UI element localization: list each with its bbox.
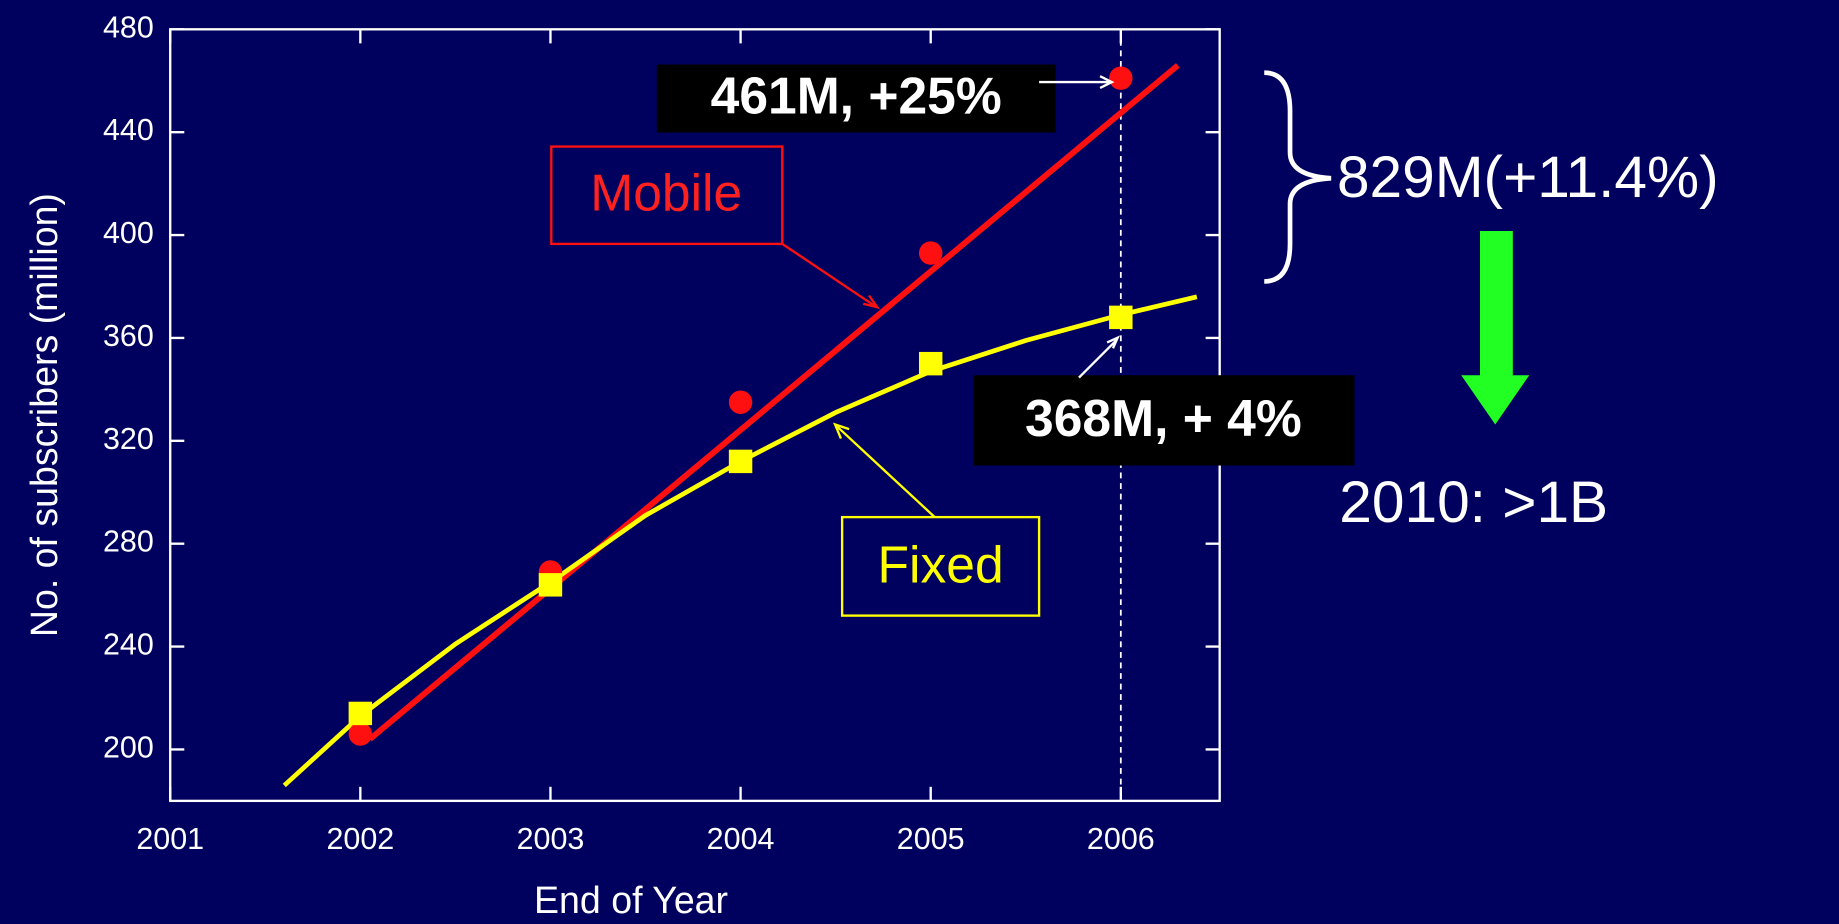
- annotation-box: [656, 64, 1056, 133]
- point: [728, 390, 753, 414]
- point: [348, 722, 373, 746]
- legend-label: Fixed: [878, 535, 1004, 593]
- y-tick-label: 240: [103, 628, 154, 662]
- point: [348, 701, 373, 726]
- brace: [1264, 70, 1332, 284]
- arrow: [1039, 75, 1115, 89]
- y-tick-label: 280: [103, 525, 154, 559]
- y-tick-label: 480: [103, 10, 154, 44]
- legend-box: [550, 145, 784, 246]
- point: [918, 351, 943, 376]
- annotation: 829M(+11.4%): [1337, 145, 1719, 210]
- x-tick-label: 2006: [1087, 822, 1155, 856]
- x-tick-label: 2001: [136, 822, 204, 856]
- plot: 200 240 280 320 360 400 440 480 2001 2002 2003 2004…: [103, 10, 1220, 856]
- annotation: 2010: >1B: [1339, 470, 1608, 535]
- x-tick-label: 2002: [326, 822, 394, 856]
- point: [538, 573, 563, 597]
- y-axis-label: No. of subscribers (million): [23, 193, 65, 637]
- point: [1109, 305, 1133, 330]
- fit-line: [282, 294, 1198, 788]
- point: [918, 241, 943, 265]
- y-tick-label: 440: [103, 113, 154, 147]
- point: [728, 449, 753, 474]
- fit-line: [367, 63, 1180, 742]
- y-tick-label: 200: [103, 730, 154, 764]
- annotation: 368M, + 4%: [1025, 389, 1302, 447]
- x-tick-label: 2004: [707, 822, 775, 856]
- x-tick-label: 2005: [897, 822, 965, 856]
- arrow: [781, 242, 881, 310]
- arrow: [833, 422, 936, 518]
- point: [1109, 66, 1133, 90]
- legend-label: Mobile: [590, 164, 742, 222]
- x-axis-label: End of Year: [534, 879, 728, 921]
- down-arrow: [1461, 231, 1530, 425]
- y-tick-label: 360: [103, 319, 154, 353]
- legend-box: [840, 515, 1041, 617]
- y-tick-label: 400: [103, 216, 154, 250]
- x-tick-label: 2003: [517, 822, 585, 856]
- arrow: [1078, 335, 1120, 379]
- annotation-box: [973, 375, 1355, 466]
- annotation: 461M, +25%: [711, 66, 1002, 124]
- y-tick-label: 320: [103, 422, 154, 456]
